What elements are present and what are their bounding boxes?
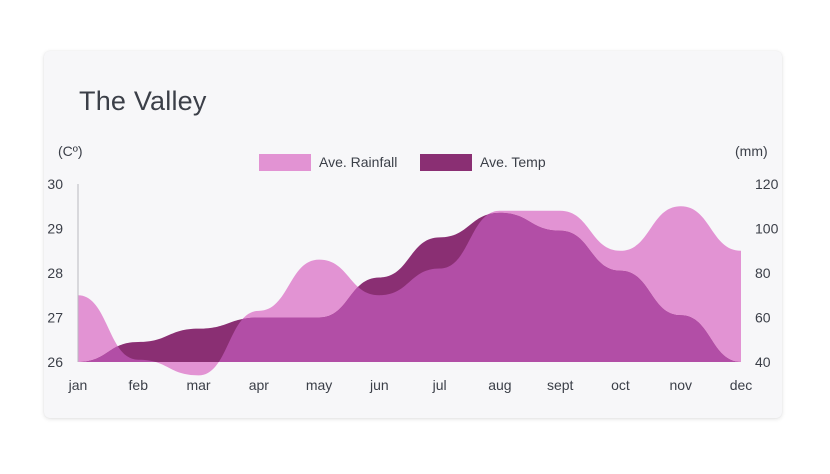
series-overlap-area bbox=[78, 212, 741, 362]
temp-swatch bbox=[420, 153, 472, 171]
legend-item-temp[interactable]: Ave. Temp bbox=[420, 153, 546, 171]
x-tick-label: nov bbox=[669, 377, 692, 393]
chart-axes: 30 29 28 27 26 120 100 80 60 40 jan feb mar apr may jun… bbox=[47, 176, 778, 393]
y-tick-label-left: 26 bbox=[47, 354, 63, 370]
x-tick-label: mar bbox=[186, 377, 210, 393]
left-axis-unit: (Cº) bbox=[58, 143, 83, 159]
y-tick-label-right: 80 bbox=[755, 265, 771, 281]
legend-label-temp: Ave. Temp bbox=[480, 154, 546, 170]
y-tick-label-left: 30 bbox=[47, 176, 63, 192]
chart-areas bbox=[78, 206, 741, 376]
y-tick-label-left: 29 bbox=[47, 221, 63, 237]
y-tick-label-right: 100 bbox=[755, 221, 779, 237]
legend-label-rainfall: Ave. Rainfall bbox=[319, 154, 398, 170]
y-tick-label-right: 120 bbox=[755, 176, 779, 192]
page-title: The Valley bbox=[79, 86, 207, 116]
legend-item-rainfall[interactable]: Ave. Rainfall bbox=[259, 153, 397, 171]
x-tick-label: jul bbox=[432, 377, 447, 393]
y-tick-label-right: 40 bbox=[755, 354, 771, 370]
x-tick-label: dec bbox=[730, 377, 753, 393]
y-tick-label-left: 27 bbox=[47, 310, 63, 326]
x-tick-label: feb bbox=[129, 377, 149, 393]
y-tick-label-right: 60 bbox=[755, 310, 771, 326]
x-tick-label: oct bbox=[611, 377, 630, 393]
y-tick-label-left: 28 bbox=[47, 265, 63, 281]
x-tick-label: apr bbox=[249, 377, 270, 393]
x-tick-label: sept bbox=[547, 377, 574, 393]
x-tick-label: jun bbox=[369, 377, 389, 393]
x-tick-label: may bbox=[306, 377, 332, 393]
rainfall-swatch bbox=[259, 153, 311, 171]
x-tick-label: aug bbox=[488, 377, 511, 393]
x-tick-label: jan bbox=[68, 377, 88, 393]
right-axis-unit: (mm) bbox=[735, 143, 768, 159]
